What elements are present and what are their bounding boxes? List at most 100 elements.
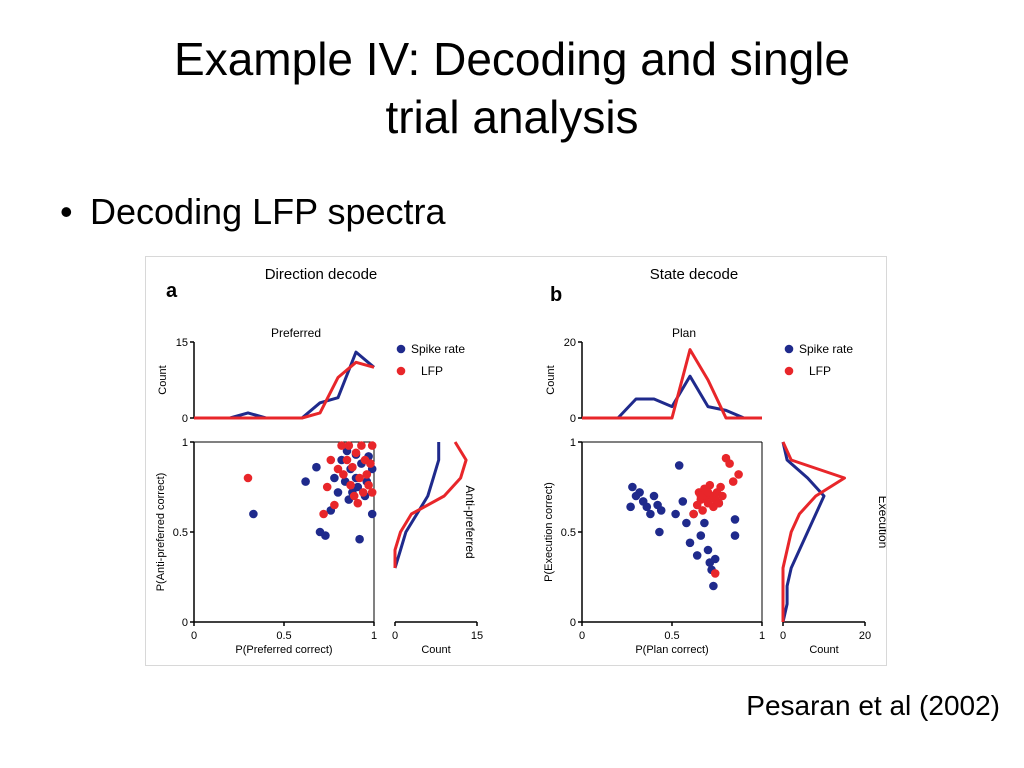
panel-a-top-hist-spike-line [194,350,375,420]
panel-a-legend-spike-label: Spike rate [411,342,465,356]
panel-b-side-hist-title: Execution [876,496,886,549]
panel-b-lfp-point [698,506,707,515]
panel-a-lfp-point [366,459,375,468]
panel-b-spike-point [649,491,659,501]
panel-b-spike-point [628,482,637,492]
panel-b-lfp-point [734,470,743,479]
figure-frame: a Direction decode 0 0.5 1 0 0.5 1 P(Preferred c… [145,256,887,666]
panel-a-lfp-point [322,482,332,492]
slide-title-line-1: Example IV: Decoding and single [174,33,850,85]
panel-a-y-tick-label: 0 [182,617,188,629]
panel-b-legend-spike-marker [784,344,794,354]
panel-b-x-tick-label: 0 [579,630,585,642]
panel-a-lfp-point [362,470,372,479]
panel-b-spike-point [656,506,666,515]
panel-b-lfp-point [714,498,724,508]
panel-a-y-axis-label: P(Anti-preferred correct) [155,473,167,592]
panel-b-x-tick-label: 1 [759,630,765,642]
panel-b-lfp-point [703,488,713,497]
bullet-item: • Decoding LFP spectra [60,190,446,234]
panel-a-spike-point [301,477,310,486]
panel-a-side-hist-tick-label: 15 [471,630,483,642]
panel-a-side-hist-spike-line [393,442,441,569]
panel-b-spike-point [671,509,680,519]
panel-b-legend-lfp-marker [784,366,794,376]
panel-b-x-axis-label: P(Plan correct) [635,644,708,656]
panel-a-spike-point [355,534,364,544]
panel-a-spike-point [312,462,321,472]
bullet-text: Decoding LFP spectra [90,191,446,232]
panel-b-lfp-point [710,569,720,578]
panel-a-lfp-point [351,448,361,458]
panel-a-y-tick-label: 0.5 [173,527,188,539]
panel-a-spike-point [249,509,258,519]
panel-a-top-hist-ylabel: Count [157,365,169,394]
panel-b-top-hist-spike-line [582,374,762,420]
panel-a-spike-point [330,473,339,483]
panel-b-x-tick-label: 0.5 [664,630,679,642]
panel-b-spike-point [696,531,706,540]
panel-b-lfp-point [705,480,715,490]
panel-b-legend-spike-label: Spike rate [799,342,853,356]
panel-b-side-hist-xlabel: Count [809,644,838,656]
panel-a-y-tick-label: 1 [182,437,188,449]
panel-a-spike-point [353,482,363,492]
panel-a-spike-point [321,531,330,540]
panel-b-spike-point [730,515,740,524]
panel-b-letter: b [550,284,562,306]
panel-b-lfp-point [725,459,734,468]
panel-b-spike-point [626,502,635,512]
panel-a-lfp-point [367,441,377,450]
panel-b-top-hist-tick-label: 20 [564,337,576,349]
panel-b-lfp-point [728,477,738,486]
panel-a-lfp-point [339,470,348,479]
panel-a-legend-lfp-marker [396,366,406,376]
panel-a-side-hist-lfp-line [393,441,468,568]
panel-a-x-tick-label: 0 [191,630,197,642]
panel-a-x-axis-label: P(Preferred correct) [235,644,332,656]
panel-b-title: State decode [650,266,738,283]
panel-b-side-hist-spike-line [781,441,826,623]
panel-a-lfp-point [319,509,328,519]
panel-a-top-hist-lfp-line [194,360,375,420]
panel-a-lfp-point [342,455,352,465]
panel-b-spike-point [710,554,720,564]
panel-b-y-axis-label: P(Execution correct) [543,482,555,582]
panel-a-side-hist-xlabel: Count [421,644,450,656]
panel-a-lfp-point [353,498,363,508]
panel-b-spike-point [642,502,652,512]
bullet-marker: • [60,191,73,232]
panel-b-spike-point [674,461,684,470]
panel-a-spike-point [367,509,377,519]
panel-b-spike-point [703,545,713,555]
panel-b-spike-point [682,518,691,528]
panel-a-legend-spike-marker [396,344,406,354]
panel-a-x-tick-label: 1 [371,630,377,642]
panel-a-lfp-point [346,480,355,490]
panel-b-spike-point [678,497,688,506]
panel-b-y-tick-label: 0 [570,617,576,629]
panel-a-lfp-point [337,441,346,450]
panel-b-spike-point [709,581,718,591]
panel-b-top-hist-ylabel: Count [545,365,557,394]
panel-a-top-hist-title: Preferred [271,326,321,340]
panel-a-side-hist-title: Anti-preferred [463,485,477,558]
panel-a-title: Direction decode [265,266,378,283]
slide-title: Example IV: Decoding and single trial an… [0,30,1024,146]
panel-b-lfp-point [689,509,698,519]
panel-a-spike-point [333,488,343,497]
panel-b-spike-point [700,518,709,528]
panel-a-top-hist-tick-label: 0 [182,413,188,425]
panel-a-lfp-point [344,441,354,450]
panel-a-lfp-point [367,488,377,497]
panel-b-y-tick-label: 1 [570,437,576,449]
panel-a-lfp-point [348,462,357,472]
panel-b-top-hist-lfp-line [582,348,762,420]
panel-a-lfp-point [349,491,359,501]
panel-b-side-hist-tick-label: 20 [859,630,871,642]
panel-b-top-hist-tick-label: 0 [570,413,576,425]
panel-b-top-hist-title: Plan [672,326,696,340]
panel-a-side-hist-tick-label: 0 [392,630,398,642]
panel-a-lfp-point [364,480,373,490]
panel-b-y-tick-label: 0.5 [561,527,576,539]
